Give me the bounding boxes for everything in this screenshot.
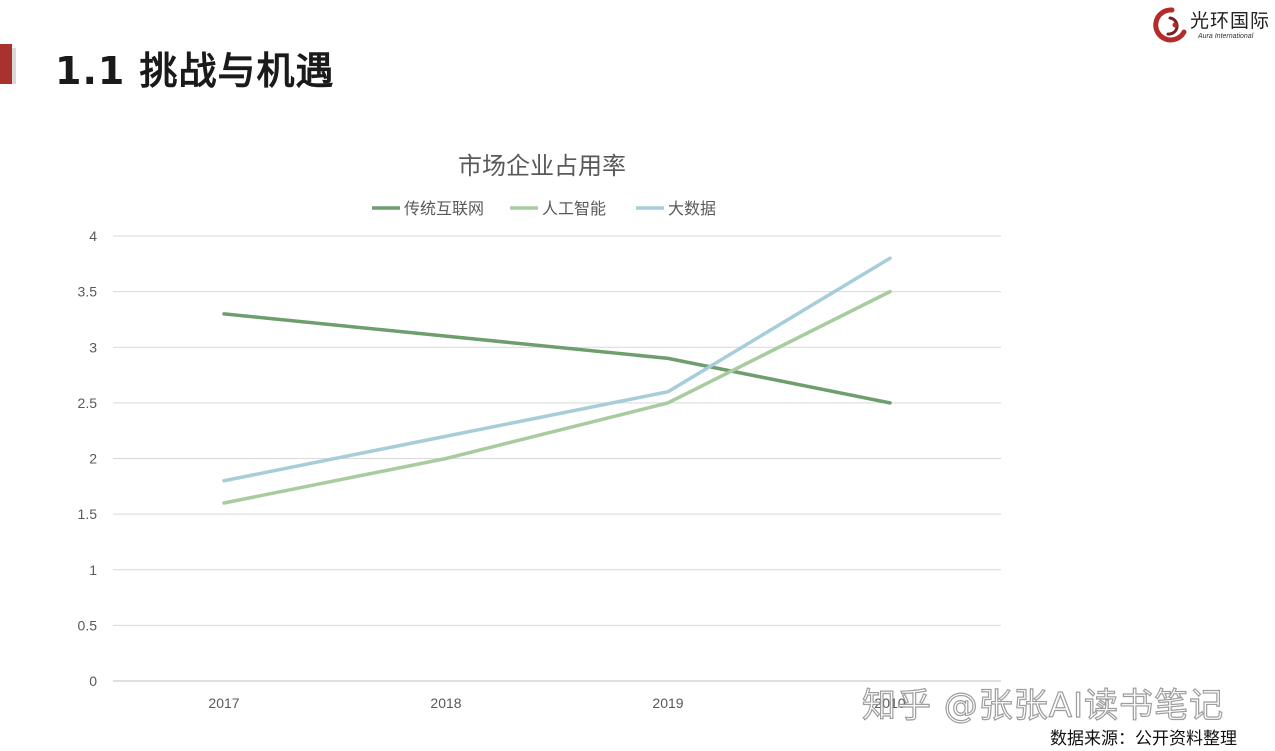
y-tick-label: 1 xyxy=(89,562,97,578)
logo-name: 光环国际 xyxy=(1190,10,1271,32)
series-line xyxy=(222,289,892,505)
y-tick-label: 3 xyxy=(89,339,97,355)
y-tick-label: 4 xyxy=(89,228,97,244)
legend-label: 传统互联网 xyxy=(404,199,484,218)
x-tick-label: 2018 xyxy=(430,695,461,711)
series-line xyxy=(222,312,892,405)
watermark-text: 知乎 @张张AI读书笔记 xyxy=(861,685,1225,726)
chart-legend: 传统互联网 人工智能 大数据 xyxy=(372,199,716,218)
x-tick-label: 2017 xyxy=(208,695,239,711)
y-tick-label: 2 xyxy=(89,451,97,467)
x-tick-label: 2019 xyxy=(652,695,683,711)
legend-label: 人工智能 xyxy=(542,199,606,218)
y-axis-ticks: 0 0.5 1 1.5 2 2.5 3 3.5 4 xyxy=(78,228,98,689)
data-source-note: 数据来源：公开资料整理 xyxy=(1050,729,1237,749)
title-accent-shadow xyxy=(12,48,16,84)
chart-series xyxy=(222,256,892,505)
page-title: 1.1 挑战与机遇 xyxy=(55,49,335,93)
x-axis-ticks: 2017 2018 2019 2010 xyxy=(208,695,905,711)
y-tick-label: 2.5 xyxy=(78,395,98,411)
legend-label: 大数据 xyxy=(668,199,716,218)
y-tick-label: 3.5 xyxy=(78,284,98,300)
y-tick-label: 1.5 xyxy=(78,506,98,522)
aura-swirl-logo-icon xyxy=(1153,7,1187,43)
chart-title: 市场企业占用率 xyxy=(458,152,626,180)
y-tick-label: 0.5 xyxy=(78,617,98,633)
series-line xyxy=(222,256,892,483)
logo-subtitle: Aura International xyxy=(1198,33,1254,40)
y-tick-label: 0 xyxy=(89,673,97,689)
x-tick-label: 2010 xyxy=(874,695,905,711)
title-accent-bar xyxy=(0,44,12,84)
